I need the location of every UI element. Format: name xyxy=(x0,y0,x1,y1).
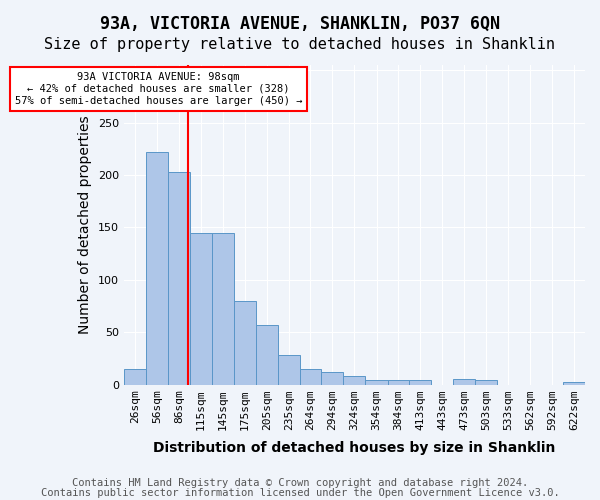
Bar xyxy=(409,380,431,384)
Bar xyxy=(343,376,365,384)
Bar xyxy=(475,380,497,384)
Bar xyxy=(321,372,343,384)
Text: Size of property relative to detached houses in Shanklin: Size of property relative to detached ho… xyxy=(44,38,556,52)
Bar xyxy=(146,152,168,384)
Text: 93A, VICTORIA AVENUE, SHANKLIN, PO37 6QN: 93A, VICTORIA AVENUE, SHANKLIN, PO37 6QN xyxy=(100,15,500,33)
Bar xyxy=(168,172,190,384)
Text: Contains HM Land Registry data © Crown copyright and database right 2024.: Contains HM Land Registry data © Crown c… xyxy=(72,478,528,488)
Bar xyxy=(190,232,212,384)
Bar xyxy=(278,355,299,384)
Bar xyxy=(124,369,146,384)
Bar xyxy=(453,380,475,384)
Bar xyxy=(365,380,388,384)
X-axis label: Distribution of detached houses by size in Shanklin: Distribution of detached houses by size … xyxy=(153,441,556,455)
Bar xyxy=(563,382,585,384)
Bar xyxy=(256,325,278,384)
Bar xyxy=(299,369,321,384)
Bar xyxy=(388,380,409,384)
Text: 93A VICTORIA AVENUE: 98sqm
← 42% of detached houses are smaller (328)
57% of sem: 93A VICTORIA AVENUE: 98sqm ← 42% of deta… xyxy=(15,72,302,106)
Bar xyxy=(233,300,256,384)
Text: Contains public sector information licensed under the Open Government Licence v3: Contains public sector information licen… xyxy=(41,488,559,498)
Bar xyxy=(212,232,233,384)
Y-axis label: Number of detached properties: Number of detached properties xyxy=(78,116,92,334)
